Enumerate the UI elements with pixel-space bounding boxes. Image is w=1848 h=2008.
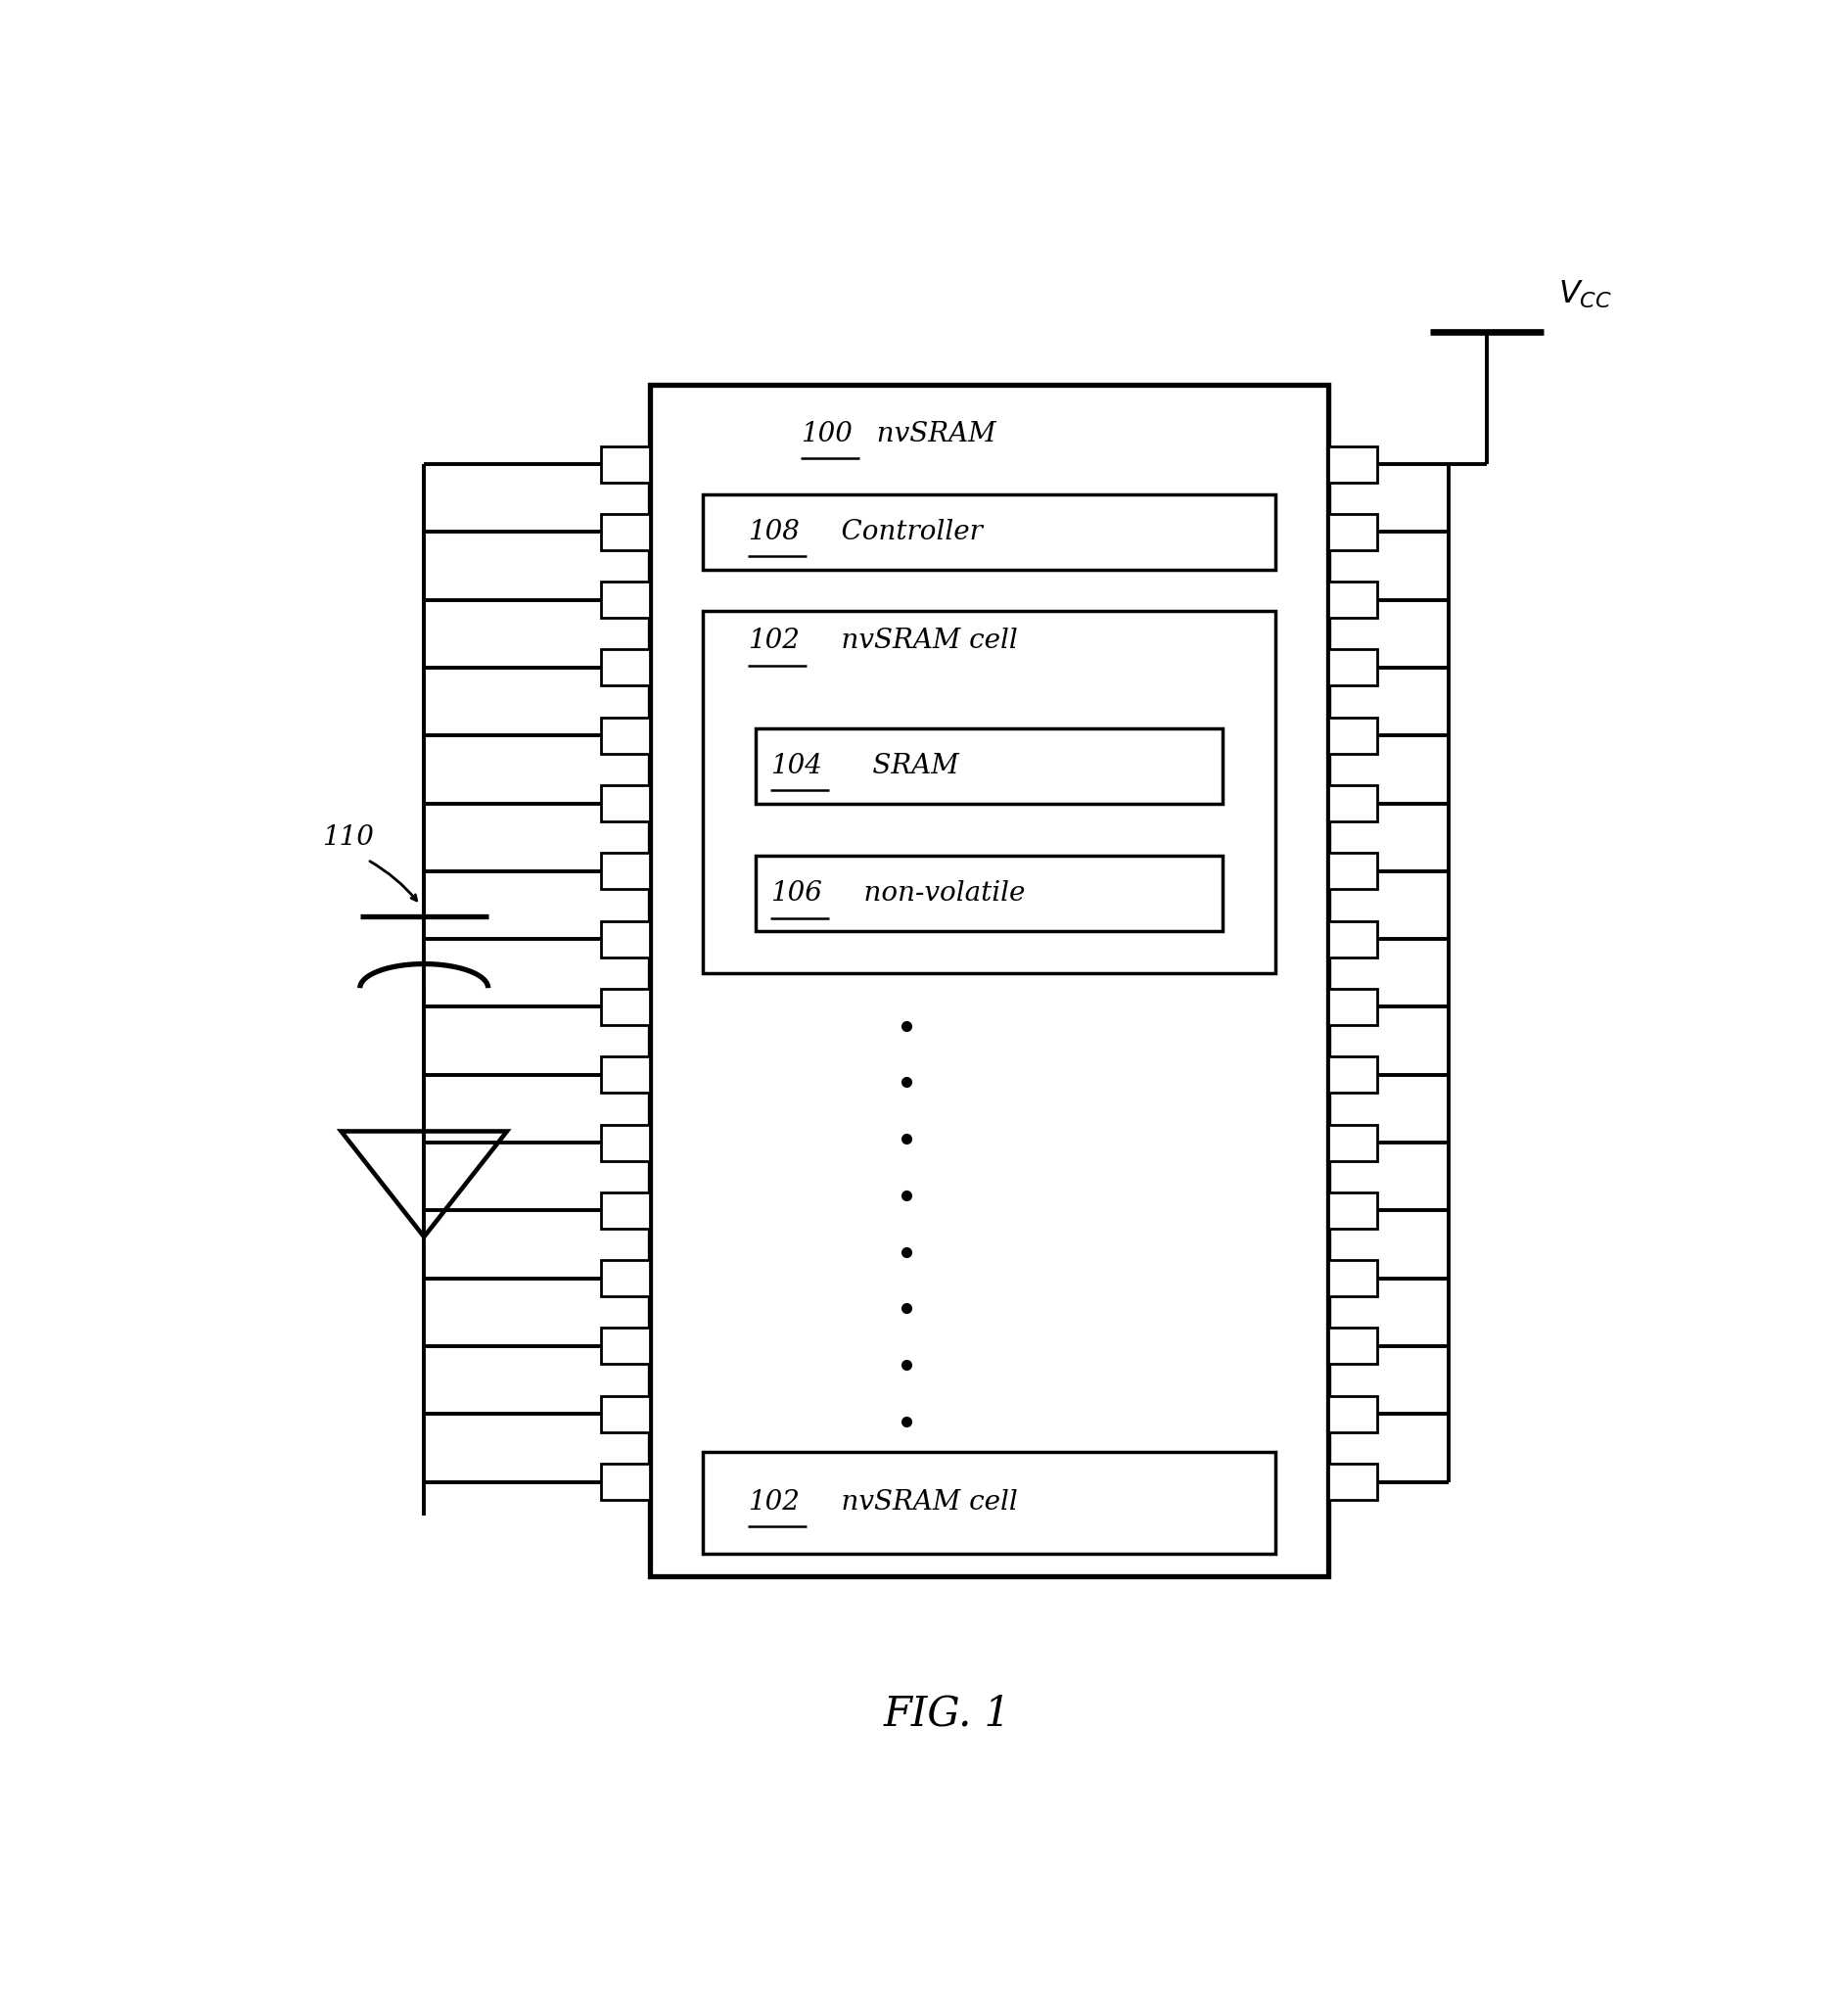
Bar xyxy=(601,853,650,890)
Text: FIG. 1: FIG. 1 xyxy=(883,1693,1011,1735)
Text: SRAM: SRAM xyxy=(830,753,959,779)
Text: 102: 102 xyxy=(748,629,800,655)
Bar xyxy=(1329,1396,1377,1432)
Text: non-volatile: non-volatile xyxy=(830,882,1026,908)
Text: nvSRAM cell: nvSRAM cell xyxy=(808,629,1018,655)
Bar xyxy=(601,514,650,550)
Bar xyxy=(601,649,650,687)
Bar xyxy=(601,1056,650,1092)
Text: Controller: Controller xyxy=(808,518,983,544)
Bar xyxy=(1329,1464,1377,1500)
Bar xyxy=(1329,988,1377,1024)
Bar xyxy=(1329,853,1377,890)
Bar xyxy=(702,1452,1275,1554)
Bar xyxy=(601,1261,650,1297)
Text: 100: 100 xyxy=(800,422,852,448)
Bar xyxy=(1329,785,1377,821)
Bar xyxy=(1329,1327,1377,1363)
Bar xyxy=(1329,922,1377,958)
Text: 108: 108 xyxy=(748,518,800,544)
Bar xyxy=(1329,446,1377,482)
Bar xyxy=(702,494,1275,570)
Bar xyxy=(601,1193,650,1229)
Bar xyxy=(601,1396,650,1432)
Bar xyxy=(1329,582,1377,618)
Bar xyxy=(601,582,650,618)
Bar xyxy=(1329,514,1377,550)
Bar xyxy=(1329,649,1377,687)
Text: nvSRAM cell: nvSRAM cell xyxy=(808,1490,1018,1516)
Bar xyxy=(650,386,1329,1576)
Bar xyxy=(1329,1261,1377,1297)
Bar xyxy=(601,988,650,1024)
Bar xyxy=(756,855,1223,932)
Bar xyxy=(601,717,650,753)
Text: 106: 106 xyxy=(771,882,822,908)
Bar xyxy=(601,1327,650,1363)
Text: nvSRAM: nvSRAM xyxy=(859,422,996,448)
Bar xyxy=(756,729,1223,803)
Bar xyxy=(1329,1056,1377,1092)
Text: 104: 104 xyxy=(771,753,822,779)
Bar xyxy=(1329,717,1377,753)
Bar xyxy=(601,1464,650,1500)
Text: 110: 110 xyxy=(322,823,373,851)
Text: 102: 102 xyxy=(748,1490,800,1516)
Text: $V_{CC}$: $V_{CC}$ xyxy=(1558,279,1611,311)
Bar xyxy=(1329,1124,1377,1161)
Bar xyxy=(601,1124,650,1161)
Bar xyxy=(702,610,1275,974)
Bar xyxy=(601,922,650,958)
Bar xyxy=(601,446,650,482)
Bar xyxy=(601,785,650,821)
Bar xyxy=(1329,1193,1377,1229)
